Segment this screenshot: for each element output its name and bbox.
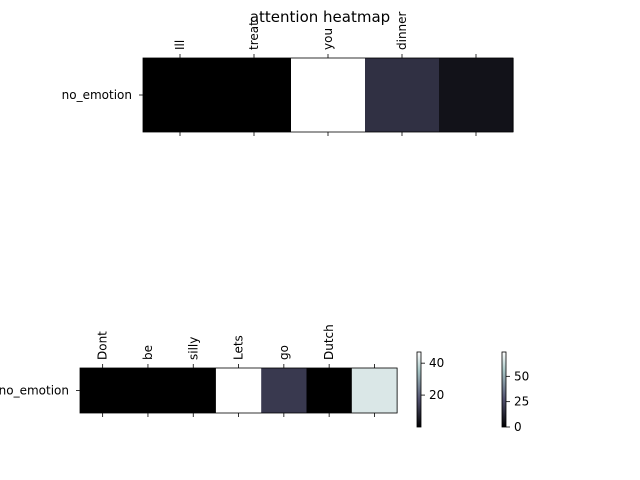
- heatmap-cell: [80, 368, 126, 413]
- heatmap-cell: [170, 368, 217, 413]
- colorbar-gradient: [502, 352, 506, 427]
- x-tick-label: dinner: [395, 11, 409, 50]
- heatmap-cell: [261, 368, 308, 413]
- colorbar-tick-label: 40: [429, 356, 444, 370]
- heatmap-cell: [143, 58, 218, 132]
- y-tick-label: no_emotion: [0, 384, 69, 398]
- heatmap-cell: [439, 58, 514, 132]
- x-tick-label: go: [277, 345, 291, 360]
- colorbar-tick-label: 20: [429, 388, 444, 402]
- colorbar-frame: [416, 351, 422, 428]
- heatmap-cell: [306, 368, 353, 413]
- x-tick-label: Ill: [173, 40, 187, 50]
- colorbar-tick-label: 50: [514, 369, 529, 383]
- heatmap-cell: [291, 58, 366, 132]
- x-tick-label: Dutch: [322, 324, 336, 360]
- colorbar-2: 0 25 50: [501, 351, 529, 434]
- colorbar-gradient: [417, 352, 421, 427]
- heatmap-cell: [217, 58, 292, 132]
- x-tick-label: you: [321, 28, 335, 50]
- x-tick-label: be: [141, 345, 155, 360]
- heatmap-1: Ill treat you dinner no_emotion: [62, 11, 514, 136]
- x-tick-label: Lets: [232, 335, 246, 360]
- x-tick-label: Dont: [96, 331, 110, 360]
- colorbar-frame: [501, 351, 507, 428]
- heatmap-2: Dont be silly Lets go Dutch no_emotion: [0, 324, 398, 417]
- colorbar-tick-label: 0: [514, 420, 522, 434]
- heatmaps-group: Ill treat you dinner no_emotion Dont be silly Le…: [0, 11, 514, 417]
- colorbar-tick-label: 25: [514, 395, 529, 409]
- x-tick-label: silly: [186, 337, 200, 360]
- x-tick-label: treat: [247, 21, 261, 50]
- heatmap-cell: [125, 368, 172, 413]
- y-tick-label: no_emotion: [62, 88, 132, 102]
- heatmap-cell: [351, 368, 398, 413]
- heatmap-cell: [215, 368, 262, 413]
- figure-title: attention heatmap: [250, 8, 390, 26]
- heatmap-cell: [365, 58, 440, 132]
